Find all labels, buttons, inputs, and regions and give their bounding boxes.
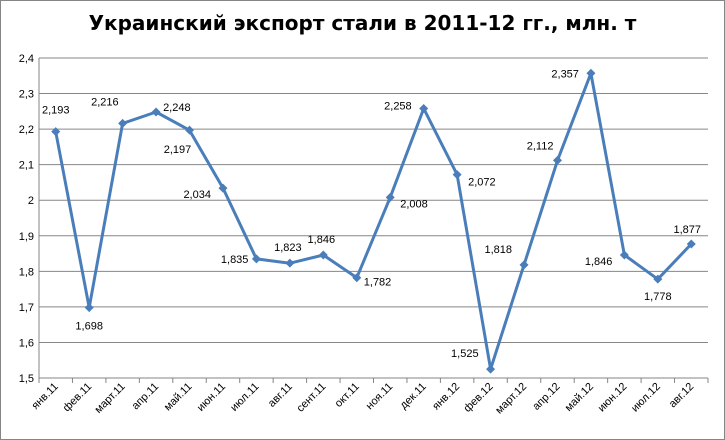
data-point <box>185 125 195 135</box>
x-tick-label: окт.11 <box>333 381 362 410</box>
data-label: 2,072 <box>468 177 496 189</box>
series-markers <box>51 68 696 374</box>
x-tick-label: март.12 <box>493 381 529 417</box>
x-tick-label: фев.12 <box>462 381 496 415</box>
data-point <box>118 118 128 128</box>
y-axis-ticks: 1,5 1,6 1,7 1,8 1,9 2 2,1 2,2 2,3 2,4 <box>19 53 34 385</box>
data-labels: 2,193 1,698 2,216 2,248 2,197 2,034 1,835 1,823… <box>42 68 701 360</box>
x-tick-label: май.11 <box>162 381 195 414</box>
y-tick-label: 2,2 <box>19 124 34 136</box>
data-label: 1,698 <box>75 321 103 333</box>
data-point <box>452 170 462 180</box>
data-label: 1,782 <box>364 277 392 289</box>
x-tick-label: май.12 <box>563 381 596 414</box>
data-point <box>686 239 696 249</box>
x-tick-label: апр.12 <box>530 381 562 413</box>
y-tick-label: 1,6 <box>19 337 34 349</box>
y-tick-label: 1,7 <box>19 302 34 314</box>
data-label: 2,034 <box>183 189 211 201</box>
data-label: 1,525 <box>451 348 479 360</box>
gridlines <box>39 57 708 343</box>
x-tick-label: янв.12 <box>430 381 462 413</box>
data-point <box>519 260 529 270</box>
data-label: 2,216 <box>91 96 119 108</box>
y-tick-label: 2,1 <box>19 160 34 172</box>
y-tick-label: 2 <box>28 195 34 207</box>
y-tick-label: 1,9 <box>19 231 34 243</box>
data-point <box>218 183 228 193</box>
x-tick-label: авг.11 <box>266 381 295 410</box>
x-tick-label: ноя.11 <box>364 381 396 413</box>
x-tick-label: март.11 <box>92 381 127 416</box>
y-tick-label: 1,5 <box>19 373 34 385</box>
data-point <box>419 103 429 113</box>
x-tick-label: сент.11 <box>295 381 329 415</box>
data-label: 2,008 <box>400 198 428 210</box>
data-point <box>552 155 562 165</box>
x-tick-label: июл.12 <box>629 381 663 415</box>
data-point <box>586 68 596 78</box>
data-point <box>285 258 295 268</box>
x-tick-label: дек.11 <box>398 381 429 412</box>
data-point <box>385 192 395 202</box>
y-tick-label: 2,3 <box>19 89 34 101</box>
data-point <box>251 254 261 264</box>
data-point <box>619 250 629 260</box>
data-point <box>318 250 328 260</box>
x-tick-label: июл.11 <box>228 381 261 414</box>
data-point <box>486 364 496 374</box>
data-label: 2,197 <box>164 144 192 156</box>
data-label: 1,846 <box>308 234 336 246</box>
y-tick-label: 1,8 <box>19 266 34 278</box>
data-label: 1,818 <box>484 244 512 256</box>
series-line <box>54 71 693 371</box>
x-tick-label: фев.11 <box>61 381 95 415</box>
axes <box>38 58 709 383</box>
x-tick-label: авг.12 <box>667 381 697 411</box>
data-point <box>51 127 61 137</box>
x-tick-label: апр.11 <box>130 381 162 413</box>
y-tick-label: 2,4 <box>19 53 34 65</box>
x-tick-label: июн.11 <box>195 381 228 414</box>
x-tick-label: янв.11 <box>29 381 60 412</box>
data-label: 2,248 <box>163 102 191 114</box>
data-label: 2,112 <box>527 140 554 152</box>
data-label: 1,835 <box>221 254 249 266</box>
x-tick-label: июн.12 <box>596 381 630 415</box>
data-point <box>653 274 663 284</box>
chart-title: Украинский экспорт стали в 2011-12 гг., … <box>88 11 637 35</box>
data-label: 1,846 <box>585 256 613 268</box>
series-line-path <box>54 71 693 371</box>
data-label: 2,357 <box>551 68 579 80</box>
data-point <box>151 107 161 117</box>
data-point <box>84 303 94 313</box>
data-label: 2,193 <box>42 105 70 117</box>
data-label: 1,823 <box>274 242 302 254</box>
data-point <box>352 273 362 283</box>
data-label: 1,778 <box>644 291 672 303</box>
data-label: 1,877 <box>674 224 702 236</box>
data-label: 2,258 <box>384 100 412 112</box>
